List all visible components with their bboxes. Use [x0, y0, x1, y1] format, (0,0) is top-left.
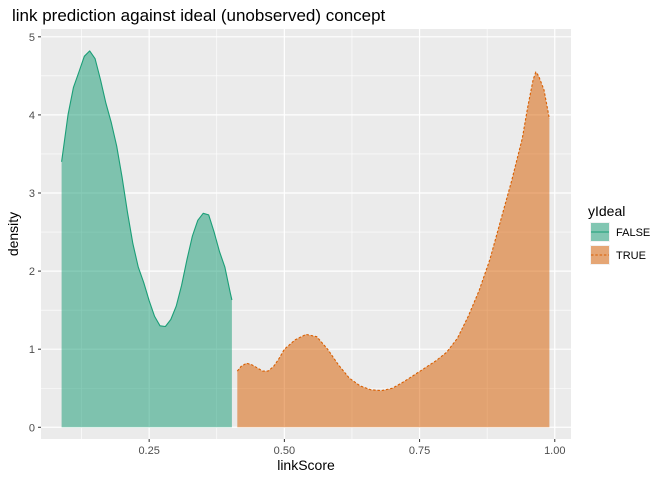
density-line-false	[61, 50, 233, 328]
x-axis-title: linkScore	[277, 457, 335, 473]
y-tick-label: 2	[29, 266, 35, 278]
x-tick-label: 1.00	[544, 445, 565, 457]
legend-label-true: TRUE	[616, 250, 646, 262]
x-tick-label: 0.75	[409, 445, 430, 457]
y-axis-title: density	[5, 212, 21, 256]
x-axis: 0.25 0.50 0.75 1.00	[138, 439, 565, 457]
y-tick-label: 4	[29, 110, 35, 122]
density-area-true	[237, 72, 550, 428]
y-tick-label: 5	[29, 32, 35, 44]
chart-title: link prediction against ideal (unobserve…	[12, 6, 386, 25]
x-tick-label: 0.25	[138, 445, 159, 457]
legend: yIdeal FALSE TRUE	[588, 203, 650, 265]
legend-label-false: FALSE	[616, 227, 650, 239]
legend-title: yIdeal	[588, 203, 625, 219]
density-line-true	[236, 71, 550, 392]
y-axis: 0 1 2 3 4 5	[29, 32, 41, 434]
density-areas	[61, 50, 550, 428]
density-area-false	[61, 50, 232, 428]
y-tick-label: 1	[29, 344, 35, 356]
y-tick-label: 0	[29, 422, 35, 434]
x-tick-label: 0.50	[274, 445, 295, 457]
y-tick-label: 3	[29, 188, 35, 200]
